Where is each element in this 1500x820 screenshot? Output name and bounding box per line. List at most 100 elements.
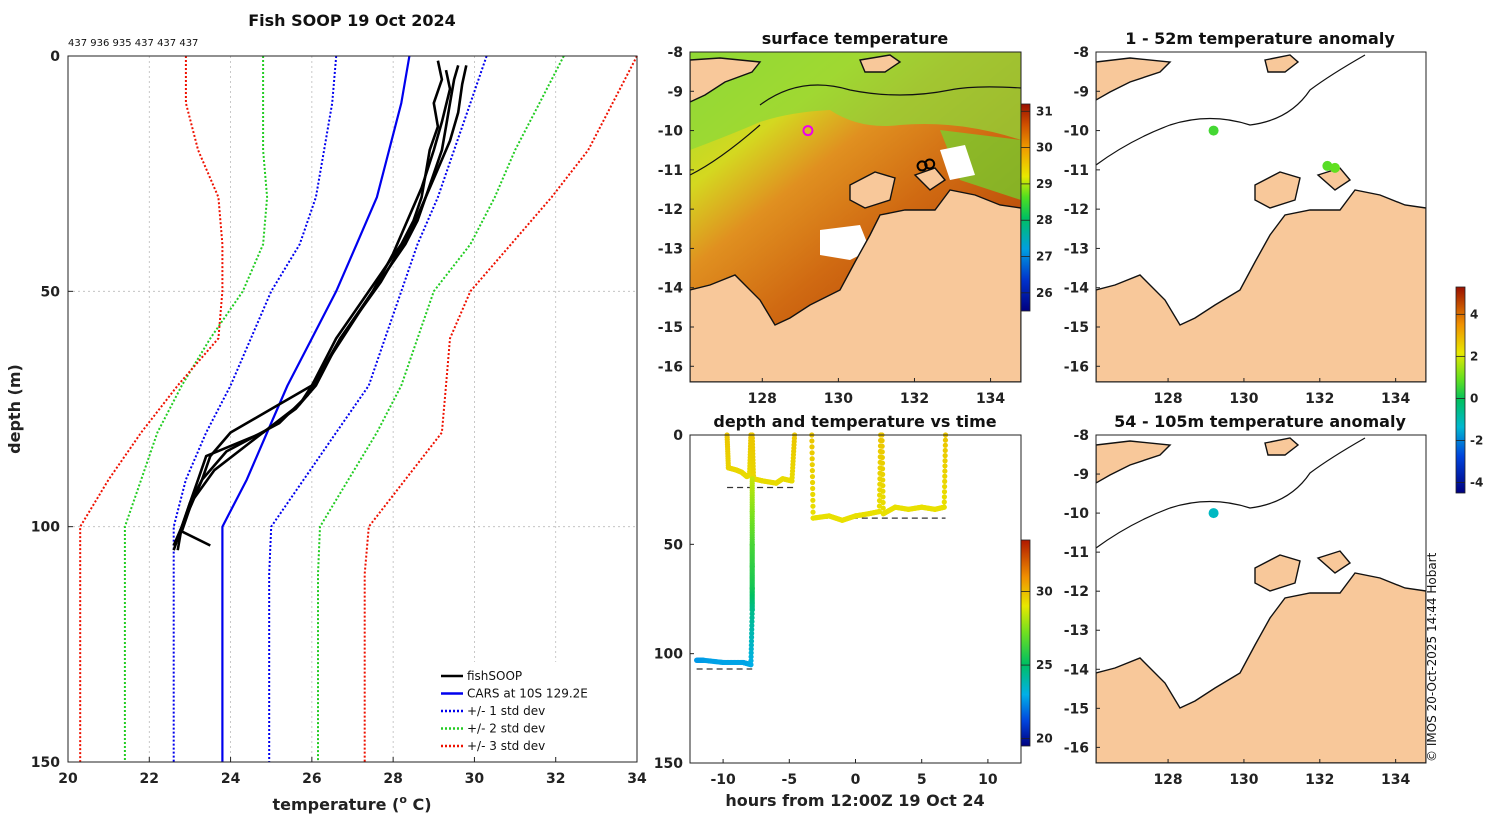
profile-legend: fishSOOP CARS at 10S 129.2E +/- 1 std dev +… [430,662,630,757]
sst-cb-label: 30 [1036,141,1053,155]
dt-point [748,654,754,660]
dt-point [749,607,755,613]
dt-point [748,650,754,656]
profile-ytick-label: 0 [50,49,60,65]
dt-data [694,432,949,670]
profile-xtick-label: 34 [627,771,647,787]
map-ytick-label: -16 [658,359,683,375]
map-ytick-label: -9 [667,84,683,100]
dt-point [810,491,816,497]
anom2-land-timor [1096,440,1172,484]
anom-cb-label: 4 [1470,307,1478,321]
dt-point [749,622,755,629]
anom2-land-cobourg [1316,550,1352,574]
dt-point [880,483,886,489]
dt-point [748,642,754,648]
map-xtick-label: 132 [900,391,929,407]
map-xtick-label: 128 [1153,391,1182,407]
map-ytick-label: -15 [1064,320,1089,336]
sst-land-australia [690,189,1021,382]
sst-cb-label: 26 [1036,286,1053,300]
xlabel-text: temperature ( [272,795,399,814]
dt-point [749,611,755,617]
map-ytick-label: -8 [667,45,683,61]
map-ytick-label: -12 [1064,584,1089,600]
profile-ytick-label: 150 [31,755,60,771]
profile-series--2-std [123,56,269,762]
profile-frame [67,55,638,763]
anom1-land-island [1264,54,1300,73]
anom1-point [1329,162,1340,173]
sst-cloud-2 [940,145,975,180]
profile-series--3-std [79,56,224,762]
dt-cb-label: 20 [1036,732,1053,746]
xlabel-end: C) [407,795,432,814]
map-ytick-label: -10 [1064,124,1090,140]
anom-cb-label: 2 [1470,349,1478,363]
map-xtick-label: 134 [1381,391,1410,407]
anom2-ticks: 128 130 132 134 -8 -9 -10 -11 -12 -13 -14 -15 -16 [1064,428,1411,788]
anom-cb-label: -2 [1470,433,1483,447]
map-ytick-label: -15 [1064,701,1089,717]
dt-point [809,450,815,456]
map-ytick-label: -13 [1064,241,1089,257]
anom1-title: 1 - 52m temperature anomaly [1125,29,1395,48]
profile-ytick-label: 100 [31,520,60,536]
map-ytick-label: -16 [1064,740,1089,756]
dt-point [879,454,885,461]
dt-point [748,646,754,652]
dt-point [942,478,948,484]
dt-point [879,438,885,444]
dt-xtick-label: 5 [917,772,927,788]
dt-colorbar [1020,539,1031,747]
anom2-points [1208,508,1219,519]
sst-shelf-contour-2 [690,124,761,176]
dt-point [942,458,948,464]
legend-box [430,662,630,757]
map-ytick-label: -12 [1064,202,1089,218]
anom1-frame [1095,51,1427,383]
map-xtick-label: 130 [1229,391,1258,407]
sst-cb-label: 27 [1036,250,1053,264]
legend-label: +/- 3 std dev [467,739,545,753]
map-xtick-label: 132 [1305,772,1334,788]
dt-point [942,437,949,443]
map-ytick-label: -9 [1073,84,1089,100]
anom1-points [1208,125,1340,173]
dt-point [880,477,886,483]
dt-cb-label: 25 [1036,658,1053,672]
map-ytick-label: -11 [1064,545,1089,561]
depth-time-panel: depth and temperature vs time -10 -5 0 5 100… [654,412,1053,810]
map-ytick-label: -16 [1064,359,1089,375]
dt-xtick-label: 10 [978,772,998,788]
anom1-point [1322,160,1333,171]
sst-land-melville [849,171,896,209]
profile-series-fishsoop-3 [180,65,468,547]
profile-xtick-label: 22 [140,771,159,787]
legend-label: +/- 2 std dev [467,722,545,736]
profile-ytick-label: 50 [41,284,61,300]
map-ytick-label: -14 [658,281,684,297]
sst-cb-label: 29 [1036,177,1053,191]
map-ytick-label: -11 [1064,163,1089,179]
dt-point [941,499,947,505]
map-ytick-label: -14 [1064,662,1090,678]
sst-profile-marker [802,125,814,137]
map-ytick-label: -10 [658,124,684,140]
sst-profile-marker [924,158,936,170]
anom2-land-melville [1254,554,1301,592]
dt-point [810,509,816,515]
dt-point [876,508,882,515]
dt-xtick-label: -10 [710,772,736,788]
dt-point [942,463,948,469]
sst-land-cobourg [913,167,947,191]
dt-point [880,488,886,494]
dt-ytick-label: 0 [673,428,683,444]
profile-series-fishsoop-1 [172,60,444,547]
dt-point [749,615,755,621]
dt-point [942,468,948,474]
dt-point [810,497,816,503]
dt-point [941,483,948,490]
dt-point [809,462,815,468]
dt-xtick-label: -5 [782,772,798,788]
